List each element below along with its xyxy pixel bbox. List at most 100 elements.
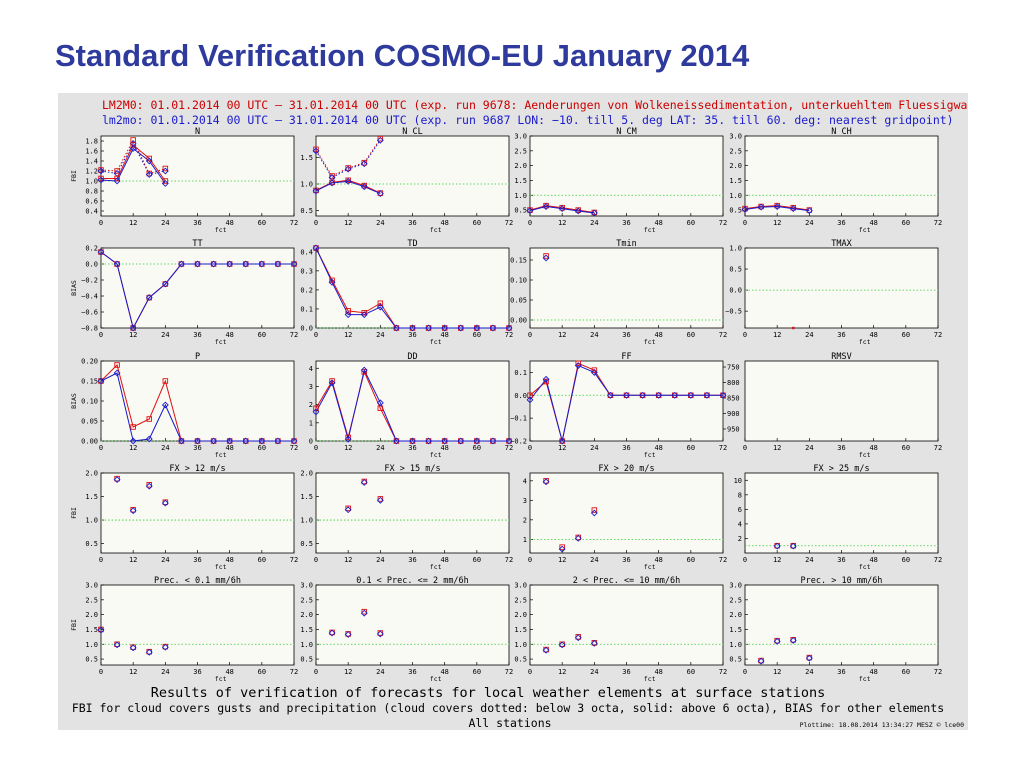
data-point-series1 — [591, 507, 598, 513]
x-tick-label: 60 — [258, 219, 266, 227]
panel-title: 2 < Prec. <= 10 mm/6h — [573, 576, 680, 586]
panel-5: TD 0 12 24 36 48 60 72 fct 0.4 0.3 0.2 0.1 0.0 — [300, 239, 513, 346]
x-tick-label: 60 — [687, 444, 695, 452]
x-axis-label: fct — [859, 675, 871, 683]
x-tick-label: 12 — [129, 556, 137, 564]
right-tick-label: 900 — [727, 410, 740, 418]
x-tick-label: 0 — [528, 219, 532, 227]
x-tick-label: 48 — [440, 219, 448, 227]
data-point-series2 — [376, 190, 384, 198]
x-tick-label: 12 — [344, 556, 352, 564]
data-point-series1 — [559, 544, 565, 550]
data-point-series1 — [162, 178, 169, 184]
data-point-series2 — [161, 167, 169, 175]
x-tick-label: 48 — [654, 668, 662, 676]
x-tick-label: 0 — [528, 444, 532, 452]
data-point-series2 — [129, 324, 137, 332]
data-point-series1 — [114, 362, 120, 368]
x-tick-label: 72 — [934, 331, 942, 339]
header-line-1: LM2M0: 01.01.2014 00 UTC — 31.01.2014 00… — [102, 98, 968, 112]
x-tick-label: 36 — [408, 219, 416, 227]
panel-17: 0.1 < Prec. <= 2 mm/6h 0 12 24 36 48 60 72 fct 3.… — [300, 576, 513, 683]
x-tick-label: 24 — [376, 219, 384, 227]
data-point-series2 — [441, 324, 449, 332]
data-point-series2 — [489, 324, 497, 332]
y-tick-label: 0 — [309, 438, 313, 446]
x-tick-label: 36 — [622, 219, 630, 227]
slide-title: Standard Verification COSMO-EU January 2… — [55, 38, 750, 73]
panel-axes — [315, 360, 510, 442]
x-axis-label: fct — [215, 563, 227, 571]
data-point-series2 — [489, 437, 497, 445]
data-point-series2 — [473, 324, 481, 332]
x-tick-label: 12 — [129, 219, 137, 227]
panel-axes — [100, 360, 295, 442]
data-point-series2 — [161, 499, 169, 507]
panel-axes — [744, 584, 939, 666]
x-axis-label: fct — [859, 226, 871, 234]
data-point-series2 — [457, 437, 465, 445]
data-point-series1 — [114, 168, 120, 174]
data-point-series2 — [97, 176, 105, 184]
x-tick-label: 72 — [505, 556, 513, 564]
x-tick-label: 60 — [258, 556, 266, 564]
x-tick-label: 72 — [719, 219, 727, 227]
y-tick-label: 0.5 — [514, 207, 527, 215]
data-point-series1 — [329, 378, 335, 384]
y-tick-label: 3 — [309, 383, 313, 391]
y-tick-label: 1.0 — [300, 181, 313, 189]
data-point-series2 — [328, 629, 336, 637]
y-tick-label: 1 — [523, 536, 527, 544]
x-tick-label: 72 — [934, 668, 942, 676]
data-point-series2 — [773, 542, 781, 550]
data-point-series2 — [113, 476, 121, 484]
y-tick-label: 2.5 — [85, 596, 98, 604]
data-point-series2 — [97, 248, 105, 256]
data-point-series1 — [146, 155, 152, 162]
data-point-series2 — [226, 437, 234, 445]
y-tick-label: 2.5 — [514, 147, 527, 155]
data-point-series2 — [542, 375, 550, 383]
y-tick-label: 1.8 — [85, 138, 98, 146]
data-point-series2 — [425, 437, 433, 445]
y-tick-label: 2.0 — [300, 611, 313, 619]
footer-line-1: Results of verification of forecasts for… — [151, 685, 826, 701]
data-point-series2 — [376, 630, 384, 638]
y-tick-label: 1 — [309, 419, 313, 427]
data-point-series2 — [344, 165, 352, 173]
data-point-series2 — [344, 311, 352, 319]
series-line-s1 — [101, 144, 166, 182]
x-tick-label: 24 — [161, 444, 169, 452]
x-axis-label: fct — [430, 451, 442, 459]
data-point-series2 — [590, 209, 598, 217]
data-point-series2 — [773, 203, 781, 210]
y-tick-label: 0.10 — [81, 398, 98, 406]
data-point-series1 — [377, 300, 384, 306]
x-tick-label: 12 — [129, 668, 137, 676]
data-point-series2 — [274, 260, 282, 268]
x-tick-label: 0 — [314, 444, 318, 452]
data-point-series2 — [574, 362, 582, 370]
y-tick-label: 0.1 — [514, 369, 527, 377]
data-point-series2 — [789, 542, 797, 550]
y-tick-label: 0.5 — [300, 540, 313, 548]
x-axis-label: fct — [430, 226, 442, 234]
data-point-series2 — [719, 391, 727, 399]
panel-title: DD — [407, 352, 417, 362]
x-tick-label: 12 — [344, 668, 352, 676]
y-tick-label: 2.0 — [514, 162, 527, 170]
x-tick-label: 24 — [805, 668, 813, 676]
x-tick-label: 72 — [505, 668, 513, 676]
x-axis-label: fct — [430, 563, 442, 571]
y-tick-label: 1.4 — [85, 158, 98, 166]
x-tick-label: 48 — [869, 556, 877, 564]
y-tick-label: 0.6 — [85, 198, 98, 206]
y-tick-label: −0.2 — [81, 277, 98, 285]
y-tick-label: 2 — [523, 516, 527, 524]
x-axis-label: fct — [644, 563, 656, 571]
x-tick-label: 36 — [837, 444, 845, 452]
panel-grid: N0 12 24 36 48 60 72fct1.81.61.41.21.00.80.60.… — [70, 127, 942, 683]
data-point-series2 — [360, 478, 368, 486]
y-tick-label: −0.5 — [725, 308, 742, 316]
x-tick-label: 36 — [622, 556, 630, 564]
